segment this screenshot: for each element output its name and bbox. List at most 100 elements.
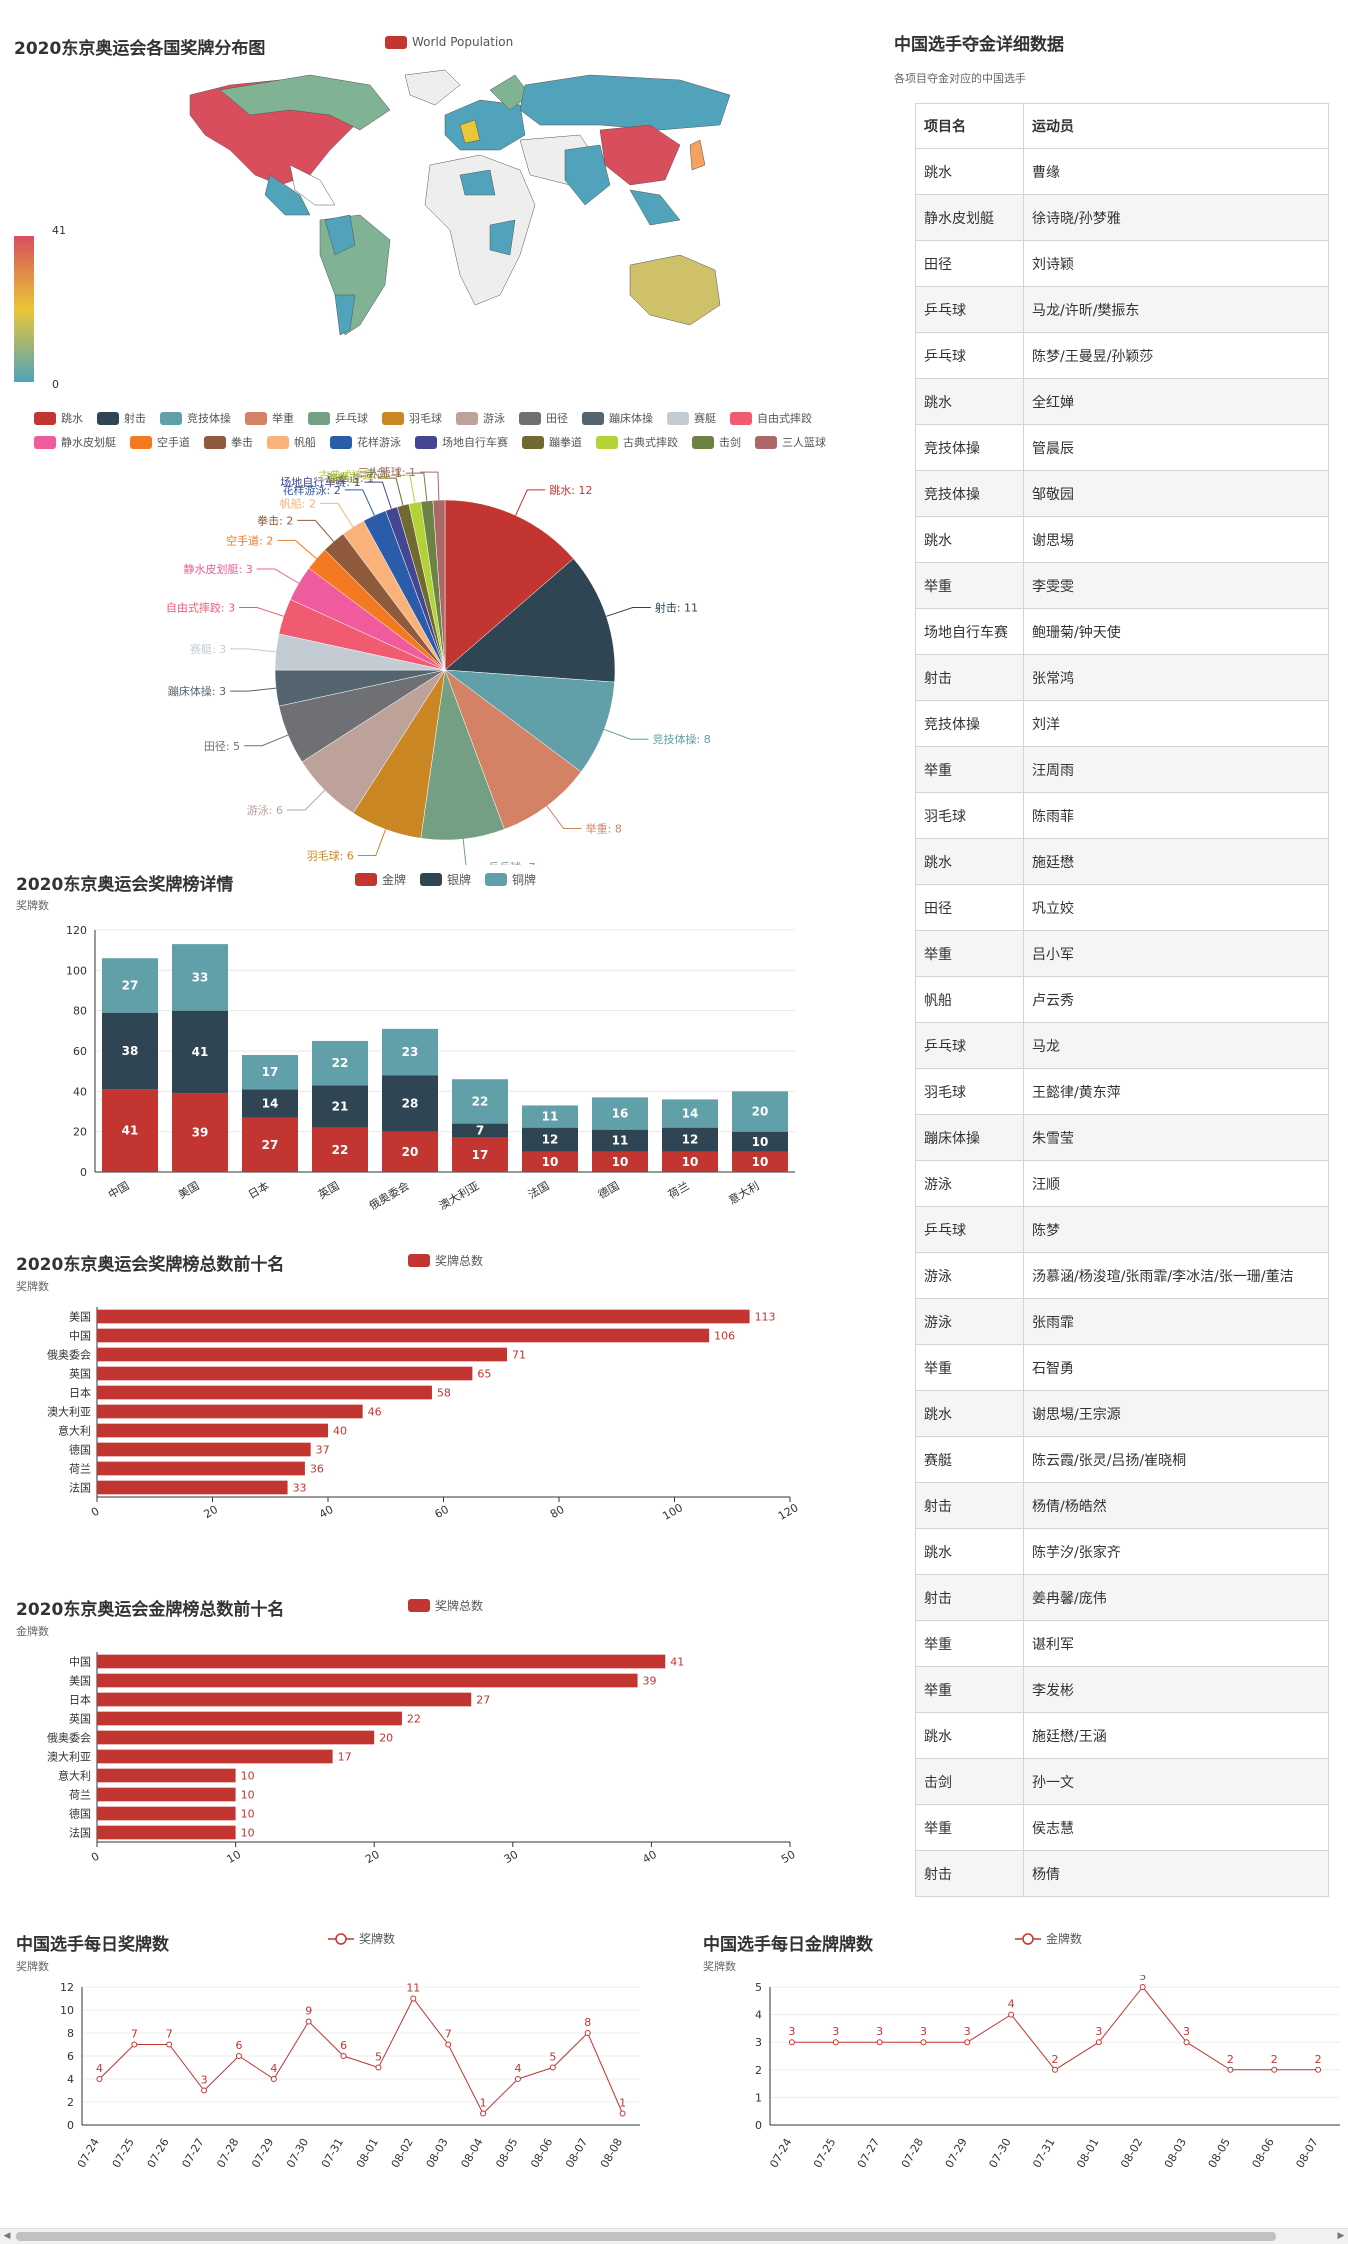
- pie-legend[interactable]: 跳水 射击 竞技体操 举重 乒乓球 羽毛球 游泳 田径 蹦床体操 赛艇 自由式摔跤 静水皮划艇 空手道 拳…: [34, 410, 864, 450]
- stacked-bar-segment[interactable]: [312, 1040, 368, 1086]
- hbar[interactable]: [97, 1825, 236, 1840]
- hbar[interactable]: [97, 1711, 402, 1726]
- stacked-bar-segment[interactable]: [382, 1075, 438, 1132]
- data-point[interactable]: [166, 2041, 173, 2048]
- stacked-bar-segment[interactable]: [102, 1012, 158, 1090]
- stacked-bar-segment[interactable]: [662, 1099, 718, 1128]
- stacked-bar-segment[interactable]: [662, 1127, 718, 1152]
- stacked-bar-segment[interactable]: [312, 1127, 368, 1172]
- region-canada[interactable]: [219, 74, 391, 131]
- stacked-bar-segment[interactable]: [522, 1151, 578, 1172]
- stacked-bar-segment[interactable]: [592, 1129, 648, 1152]
- scroll-left-icon[interactable]: ◀: [3, 2231, 11, 2241]
- pie-legend-item[interactable]: 乒乓球: [308, 410, 368, 426]
- visualmap-bar[interactable]: [14, 236, 34, 382]
- pie-legend-item[interactable]: 赛艇: [667, 410, 716, 426]
- hbar[interactable]: [97, 1404, 363, 1419]
- data-point[interactable]: [480, 2110, 487, 2117]
- region-japan[interactable]: [689, 139, 706, 171]
- pie-legend-item[interactable]: 古典式摔跤: [596, 434, 678, 450]
- data-point[interactable]: [1315, 2066, 1322, 2073]
- pie-slice[interactable]: [444, 499, 574, 671]
- pie-chart[interactable]: 跳水: 12 射击: 11 竞技体操: 8 举重: 8 乒乓球: 7 羽毛球: 6 游泳: …: [0, 455, 860, 865]
- hbar[interactable]: [97, 1461, 305, 1476]
- data-point[interactable]: [270, 2076, 277, 2082]
- stacked-bar-segment[interactable]: [242, 1055, 298, 1090]
- data-point[interactable]: [375, 2064, 382, 2071]
- pie-legend-item[interactable]: 游泳: [456, 410, 505, 426]
- hbar[interactable]: [97, 1366, 473, 1381]
- data-point[interactable]: [1183, 2039, 1190, 2046]
- data-point[interactable]: [305, 2018, 312, 2025]
- daily-gold-chart[interactable]: 0 1 2 3 4 5 3 07-24 3 07-25 3 07-27 3 07-28 3 07-29 4 07-…: [690, 1975, 1348, 2225]
- stacked-bar-segment[interactable]: [382, 1028, 438, 1076]
- pie-legend-item[interactable]: 花样游泳: [330, 434, 401, 450]
- stacked-bar-segment[interactable]: [242, 1089, 298, 1118]
- data-point[interactable]: [514, 2076, 521, 2082]
- stacked-bar-segment[interactable]: [102, 1089, 158, 1172]
- map-legend[interactable]: World Population: [385, 35, 513, 49]
- stacked-bar-segment[interactable]: [662, 1151, 718, 1172]
- hbar[interactable]: [97, 1442, 311, 1457]
- gold-rank-chart[interactable]: 0 10 20 30 40 50 41 中国 39 美国 27 日本 22 英国 20 俄奥委会 17 澳大利亚 1…: [0, 1640, 860, 1880]
- region-australia[interactable]: [629, 254, 721, 326]
- hbar[interactable]: [97, 1385, 432, 1400]
- stacked-bar-segment[interactable]: [172, 1010, 228, 1094]
- hbar[interactable]: [97, 1328, 710, 1343]
- scroll-right-icon[interactable]: ▶: [1337, 2231, 1345, 2241]
- total-rank-legend[interactable]: 奖牌总数: [408, 1252, 483, 1269]
- data-point[interactable]: [340, 2053, 347, 2059]
- stacked-bar-segment[interactable]: [522, 1105, 578, 1128]
- pie-legend-item[interactable]: 自由式摔跤: [730, 410, 812, 426]
- stacked-bar-segment[interactable]: [312, 1085, 368, 1128]
- scroll-thumb[interactable]: [16, 2232, 1276, 2241]
- total-rank-chart[interactable]: 0 20 40 60 80 100 120 113 美国 106 中国 71 俄奥委会 65 英国 58 日本 4…: [0, 1295, 860, 1535]
- pie-legend-item[interactable]: 三人篮球: [755, 434, 826, 450]
- hbar[interactable]: [97, 1673, 638, 1688]
- data-point[interactable]: [549, 2064, 556, 2071]
- data-point[interactable]: [1227, 2066, 1234, 2073]
- data-point[interactable]: [920, 2039, 927, 2046]
- hbar[interactable]: [97, 1692, 472, 1707]
- hbar[interactable]: [97, 1768, 236, 1783]
- stacked-bar-segment[interactable]: [102, 958, 158, 1013]
- pie-legend-item[interactable]: 举重: [245, 410, 294, 426]
- data-point[interactable]: [584, 2030, 591, 2036]
- stacked-bar-segment[interactable]: [452, 1137, 508, 1172]
- pie-slice[interactable]: [444, 669, 615, 773]
- data-point[interactable]: [964, 2039, 971, 2046]
- daily-medals-legend[interactable]: 奖牌数: [328, 1930, 395, 1947]
- pie-legend-item[interactable]: 蹦拳道: [522, 434, 582, 450]
- data-point[interactable]: [619, 2110, 626, 2117]
- stacked-bar-segment[interactable]: [452, 1079, 508, 1124]
- stacked-bar-segment[interactable]: [592, 1097, 648, 1130]
- data-point[interactable]: [131, 2041, 138, 2048]
- stacked-bar-segment[interactable]: [732, 1151, 788, 1172]
- stacked-bar-segment[interactable]: [732, 1131, 788, 1152]
- region-africa[interactable]: [424, 154, 536, 306]
- data-point[interactable]: [1139, 1984, 1146, 1990]
- data-point[interactable]: [1095, 2039, 1102, 2046]
- hbar[interactable]: [97, 1654, 666, 1669]
- pie-legend-item[interactable]: 帆船: [267, 434, 316, 450]
- stacked-bar-segment[interactable]: [592, 1151, 648, 1172]
- pie-legend-item[interactable]: 拳击: [204, 434, 253, 450]
- world-map[interactable]: [160, 55, 740, 345]
- pie-legend-item[interactable]: 羽毛球: [382, 410, 442, 426]
- data-point[interactable]: [201, 2087, 208, 2094]
- stacked-bar-segment[interactable]: [522, 1127, 578, 1152]
- stacked-bar-segment[interactable]: [242, 1117, 298, 1172]
- pie-legend-item[interactable]: 田径: [519, 410, 568, 426]
- data-point[interactable]: [1052, 2066, 1058, 2073]
- stacked-bar-chart[interactable]: 0 20 40 60 80 100 120 41 38 27 中国 39 41 33 美国 27 14 17 日本 2…: [0, 910, 860, 1210]
- hbar[interactable]: [97, 1423, 328, 1438]
- pie-slice[interactable]: [444, 669, 582, 830]
- pie-slice[interactable]: [444, 558, 616, 683]
- pie-legend-item[interactable]: 场地自行车赛: [415, 434, 508, 450]
- data-point[interactable]: [445, 2041, 452, 2048]
- hbar[interactable]: [97, 1309, 750, 1324]
- stacked-bar-segment[interactable]: [172, 1093, 228, 1172]
- pie-legend-item[interactable]: 跳水: [34, 410, 83, 426]
- pie-legend-item[interactable]: 蹦床体操: [582, 410, 653, 426]
- data-point[interactable]: [1271, 2066, 1278, 2073]
